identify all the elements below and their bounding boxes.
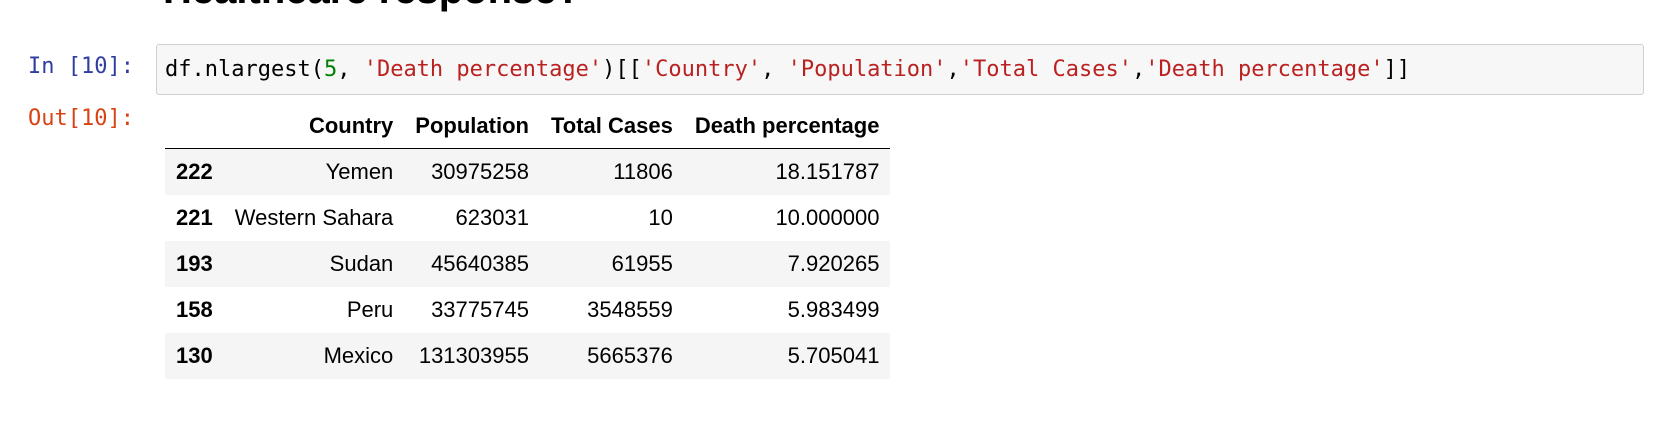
section-heading: Healthcare response? (163, 0, 581, 10)
code-token-num: 5 (323, 57, 338, 82)
index-header (165, 104, 224, 149)
input-prompt: In [10]: (28, 54, 134, 79)
code-line[interactable]: df.nlargest(5, 'Death percentage')[['Cou… (165, 55, 1410, 85)
output-prompt: Out[10]: (28, 106, 134, 131)
code-token-plain: )[[ (602, 57, 642, 82)
cell-death-percentage: 7.920265 (787, 250, 880, 276)
code-token-plain: df.nlargest( (165, 57, 324, 82)
code-token-str: 'Death percentage' (1145, 57, 1384, 82)
code-token-plain: , (337, 57, 364, 82)
code-token-plain: , (761, 57, 788, 82)
cell-total-cases: 11806 (613, 158, 673, 184)
row-index: 222 (176, 158, 213, 184)
cell-total-cases: 61955 (611, 250, 673, 276)
cell-population: 623031 (455, 204, 529, 230)
code-token-plain: ]] (1383, 57, 1411, 82)
row-index: 193 (176, 250, 213, 276)
code-token-plain: , (946, 57, 960, 82)
table-row: 222 Yemen 30975258 11806 18.151787 (165, 148, 891, 195)
cell-country: Mexico (323, 342, 394, 368)
column-header-population: Population (404, 104, 540, 149)
column-header-country: Country (223, 104, 405, 149)
cell-population: 33775745 (431, 296, 529, 322)
column-header-death-percentage: Death percentage (683, 104, 891, 149)
table-row: 158 Peru 33775745 3548559 5.983499 (165, 287, 890, 333)
code-cell-editor[interactable]: df.nlargest(5, 'Death percentage')[['Cou… (156, 44, 1644, 95)
table-row: 130 Mexico 131303955 5665376 5.705041 (165, 332, 891, 379)
dataframe-table: Country Population Total Cases Death per… (165, 104, 891, 379)
row-index: 221 (176, 204, 213, 230)
table-row: 193 Sudan 45640385 61955 7.920265 (165, 240, 891, 287)
cell-death-percentage: 18.151787 (775, 158, 880, 184)
code-token-str: 'Total Cases' (959, 57, 1132, 82)
cell-population: 131303955 (418, 342, 529, 368)
table-header-row: Country Population Total Cases Death per… (165, 104, 891, 149)
cell-population: 30975258 (431, 158, 529, 184)
cell-country: Peru (346, 296, 394, 322)
cell-population: 45640385 (431, 250, 529, 276)
code-token-str: 'Country' (641, 57, 762, 82)
cell-death-percentage: 5.705041 (787, 342, 880, 368)
cell-country: Sudan (329, 250, 394, 276)
code-token-str: 'Death percentage' (363, 57, 603, 82)
code-token-str: 'Population' (787, 57, 947, 82)
cell-death-percentage: 10.000000 (775, 204, 880, 230)
cell-total-cases: 10 (648, 204, 673, 230)
row-index: 158 (176, 296, 213, 322)
code-token-plain: , (1131, 57, 1146, 82)
cell-total-cases: 5665376 (587, 342, 673, 368)
row-index: 130 (176, 342, 213, 368)
cell-country: Yemen (325, 158, 394, 184)
column-header-total-cases: Total Cases (539, 104, 684, 149)
table-row: 221 Western Sahara 623031 10 10.000000 (165, 195, 890, 241)
cell-country: Western Sahara (234, 204, 394, 230)
cell-total-cases: 3548559 (587, 296, 673, 322)
cell-death-percentage: 5.983499 (787, 296, 880, 322)
